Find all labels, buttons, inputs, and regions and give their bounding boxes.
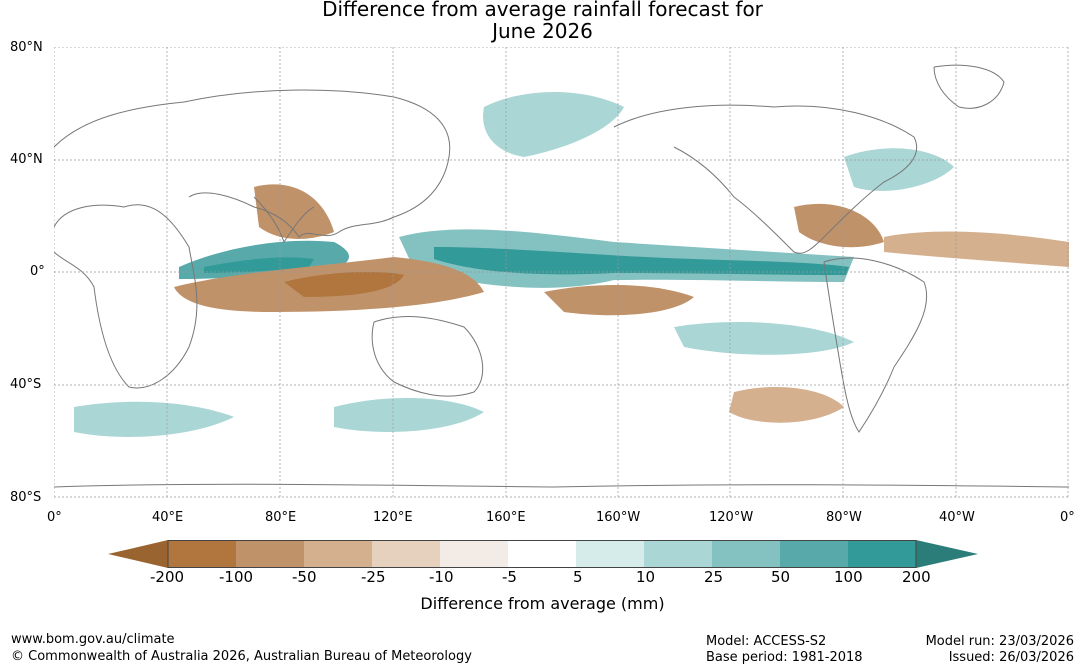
colorbar <box>108 540 978 568</box>
colorbar-segment <box>576 540 644 568</box>
map-title-line-1: Difference from average rainfall forecas… <box>322 0 763 21</box>
coastline-south-america <box>823 257 928 433</box>
coastline-india <box>253 196 315 244</box>
dry-anomaly-south-pacific-lower <box>729 387 844 423</box>
lat-label-80n: 80°N <box>10 40 43 55</box>
lat-label-40s: 40°S <box>10 377 42 392</box>
colorbar-label: -50 <box>292 568 317 586</box>
lon-label-80w: 80°W <box>826 510 862 525</box>
coastline-eurasia <box>54 89 451 238</box>
colorbar-label: 200 <box>902 568 931 586</box>
coastlines <box>54 64 1069 488</box>
dry-anomaly-south-asia <box>254 184 334 239</box>
rainfall-anomaly-fields <box>74 92 1069 437</box>
lon-label-160w: 160°W <box>596 510 641 525</box>
footer-model-run: Model run: 23/03/2026 <box>925 634 1074 649</box>
coastline-africa <box>54 204 198 389</box>
colorbar-segment <box>508 540 576 568</box>
colorbar-segment <box>304 540 372 568</box>
colorbar-label: -10 <box>429 568 454 586</box>
graticule <box>54 47 1069 498</box>
wet-anomaly-south-america <box>674 322 854 355</box>
dry-anomaly-indian-core <box>284 271 404 297</box>
lon-label-120e: 120°E <box>373 510 413 525</box>
colorbar-label: 10 <box>636 568 656 586</box>
colorbar-label: 50 <box>771 568 791 586</box>
footer-website: www.bom.gov.au/climate <box>11 632 175 647</box>
coastline-greenland <box>933 64 1005 109</box>
colorbar-label: -5 <box>502 568 517 586</box>
lat-label-equator: 0° <box>30 264 45 279</box>
coastline-north-america <box>613 104 918 254</box>
colorbar-arrow-right <box>916 540 978 568</box>
colorbar-segment <box>236 540 304 568</box>
map-title-line-2: June 2026 <box>492 19 593 43</box>
footer-base-period: Base period: 1981-2018 <box>706 650 863 665</box>
dry-anomaly-central-america <box>794 203 884 248</box>
wet-anomaly-pacific-core <box>434 247 849 275</box>
lon-label-80e: 80°E <box>265 510 297 525</box>
dry-anomaly-south-pacific <box>544 285 694 316</box>
coastline-antarctica <box>54 483 1069 488</box>
wet-anomaly-northeast-america <box>844 148 954 191</box>
colorbar-label: -25 <box>361 568 386 586</box>
footer-issued: Issued: 26/03/2026 <box>948 650 1074 665</box>
colorbar-label: -100 <box>219 568 254 586</box>
coastline-australia <box>371 316 484 397</box>
wet-anomaly-north-pacific <box>483 92 624 157</box>
footer-copyright: © Commonwealth of Australia 2026, Austra… <box>11 649 472 664</box>
colorbar-segment <box>168 540 236 568</box>
lat-label-80s: 80°S <box>10 490 42 505</box>
dry-anomaly-atlantic-band <box>884 231 1069 267</box>
lon-label-0-east: 0° <box>1060 510 1075 525</box>
colorbar-segment <box>780 540 848 568</box>
colorbar-segment <box>712 540 780 568</box>
lon-label-160e: 160°E <box>486 510 526 525</box>
footer-model: Model: ACCESS-S2 <box>706 634 827 649</box>
colorbar-label: 5 <box>573 568 583 586</box>
map-canvas <box>54 47 1069 498</box>
lon-label-40e: 40°E <box>152 510 184 525</box>
colorbar-label: 25 <box>704 568 724 586</box>
lon-label-120w: 120°W <box>709 510 754 525</box>
lon-label-0-west: 0° <box>47 510 62 525</box>
colorbar-segment <box>440 540 508 568</box>
wet-anomaly-southern-ocean-central <box>334 397 484 432</box>
rainfall-anomaly-map <box>54 47 1069 498</box>
lat-label-40n: 40°N <box>10 152 43 167</box>
colorbar-arrow-left <box>108 540 168 568</box>
lon-label-40w: 40°W <box>939 510 975 525</box>
colorbar-segment <box>372 540 440 568</box>
colorbar-label: -200 <box>150 568 185 586</box>
colorbar-outline <box>167 540 917 568</box>
colorbar-title: Difference from average (mm) <box>420 594 665 613</box>
colorbar-segment <box>644 540 712 568</box>
wet-anomaly-southern-ocean-west <box>74 401 234 437</box>
colorbar-segment <box>848 540 916 568</box>
colorbar-label: 100 <box>834 568 863 586</box>
